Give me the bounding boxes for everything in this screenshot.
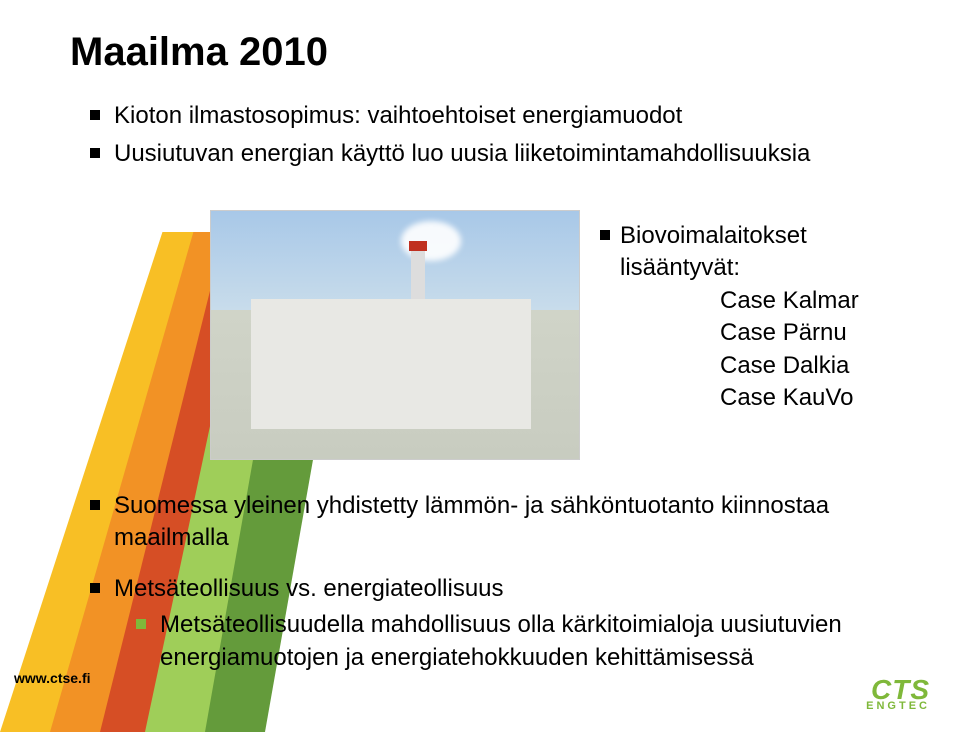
sub-bullet-text: Metsäteollisuudella mahdollisuus olla kä… <box>160 609 880 674</box>
footer-url: www.ctse.fi <box>14 670 91 686</box>
bullet-text: Metsäteollisuus vs. energiateollisuus <box>114 573 504 605</box>
case-item: Case Kalmar <box>720 285 859 317</box>
logo-text-bottom: ENGTEC <box>866 700 930 712</box>
list-item: Suomessa yleinen yhdistetty lämmön- ja s… <box>90 490 880 555</box>
logo: CTS ENGTEC <box>866 677 930 712</box>
sub-list-item: Metsäteollisuudella mahdollisuus olla kä… <box>136 609 880 674</box>
right-header: Biovoimalaitokset <box>620 220 807 252</box>
case-item: Case Dalkia <box>720 350 859 382</box>
bullet-square-icon <box>90 500 100 510</box>
slide: Maailma 2010 Kioton ilmastosopimus: vaih… <box>0 0 960 732</box>
plant-photo <box>210 210 580 460</box>
right-info-box: Biovoimalaitokset lisääntyvät: Case Kalm… <box>600 220 859 414</box>
page-title: Maailma 2010 <box>70 30 328 75</box>
top-bullets: Kioton ilmastosopimus: vaihtoehtoiset en… <box>90 100 810 177</box>
case-item: Case KauVo <box>720 382 859 414</box>
bullet-text: Suomessa yleinen yhdistetty lämmön- ja s… <box>114 490 874 555</box>
building-icon <box>251 299 531 429</box>
logo-text-top: CTS <box>871 677 930 702</box>
bullet-text: Uusiutuvan energian käyttö luo uusia lii… <box>114 138 810 170</box>
case-item: Case Pärnu <box>720 317 859 349</box>
sub-bullet-square-icon <box>136 619 146 629</box>
list-item: Kioton ilmastosopimus: vaihtoehtoiset en… <box>90 100 810 132</box>
sub-list: Metsäteollisuudella mahdollisuus olla kä… <box>136 609 880 674</box>
list-item: Metsäteollisuus vs. energiateollisuus <box>90 573 880 605</box>
bullet-text: Kioton ilmastosopimus: vaihtoehtoiset en… <box>114 100 682 132</box>
bullet-square-icon <box>600 230 610 240</box>
bullet-square-icon <box>90 148 100 158</box>
list-item: Uusiutuvan energian käyttö luo uusia lii… <box>90 138 810 170</box>
right-line2: lisääntyvät: <box>620 252 859 284</box>
bottom-bullets: Suomessa yleinen yhdistetty lämmön- ja s… <box>90 490 880 674</box>
bullet-square-icon <box>90 583 100 593</box>
bullet-square-icon <box>90 110 100 120</box>
